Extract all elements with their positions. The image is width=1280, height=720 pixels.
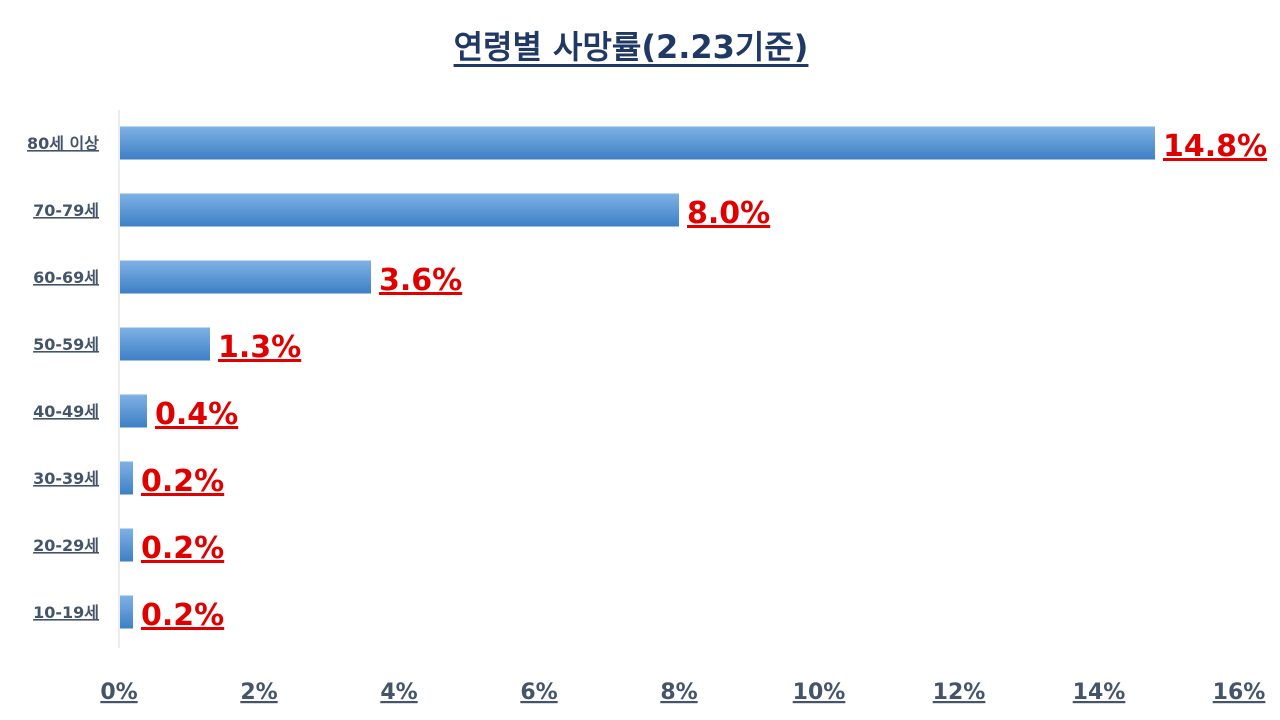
data-label: 0.4% bbox=[155, 397, 238, 432]
x-tick-label: 0% bbox=[100, 680, 137, 705]
x-tick-label: 8% bbox=[660, 680, 697, 705]
x-tick-label: 6% bbox=[520, 680, 557, 705]
bar bbox=[120, 193, 679, 227]
data-label: 3.6% bbox=[379, 263, 462, 298]
category-label: 70-79세 bbox=[33, 201, 99, 220]
plot-area: 80세 이상 14.8% 70-79세 8.0% 60-69세 3.6% 50-59세 1.3… bbox=[27, 110, 1267, 705]
bar bbox=[120, 595, 133, 629]
data-label: 8.0% bbox=[687, 196, 770, 231]
x-tick-label: 10% bbox=[793, 680, 846, 705]
bar bbox=[120, 461, 133, 495]
bar bbox=[120, 394, 147, 428]
data-label: 0.2% bbox=[141, 464, 224, 499]
category-label: 80세 이상 bbox=[27, 134, 99, 153]
x-tick-label: 14% bbox=[1073, 680, 1126, 705]
x-tick-label: 16% bbox=[1213, 680, 1266, 705]
bar bbox=[120, 126, 1155, 160]
data-label: 0.2% bbox=[141, 531, 224, 566]
bar bbox=[120, 327, 210, 361]
category-label: 20-29세 bbox=[33, 536, 99, 555]
bar bbox=[120, 260, 371, 294]
x-tick-label: 2% bbox=[240, 680, 277, 705]
data-label: 0.2% bbox=[141, 598, 224, 633]
category-label: 10-19세 bbox=[33, 603, 99, 622]
data-label: 14.8% bbox=[1163, 129, 1267, 164]
x-tick-label: 12% bbox=[933, 680, 986, 705]
data-label: 1.3% bbox=[218, 330, 301, 365]
category-label: 40-49세 bbox=[33, 402, 99, 421]
chart-title: 연령별 사망률(2.23기준) bbox=[453, 28, 809, 66]
category-label: 50-59세 bbox=[33, 335, 99, 354]
category-label: 30-39세 bbox=[33, 469, 99, 488]
category-label: 60-69세 bbox=[33, 268, 99, 287]
bar bbox=[120, 528, 133, 562]
x-tick-label: 4% bbox=[380, 680, 417, 705]
